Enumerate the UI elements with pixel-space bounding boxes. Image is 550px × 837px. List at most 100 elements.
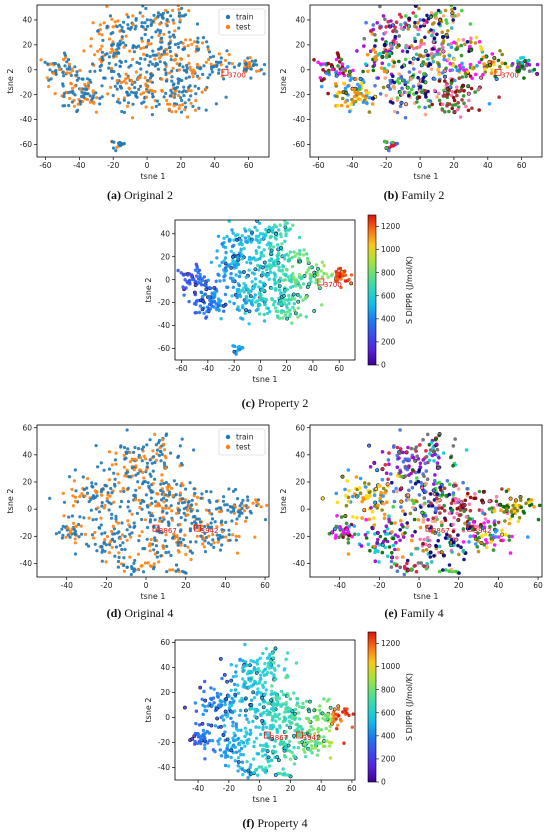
data-point [161, 438, 165, 442]
data-point [405, 467, 410, 472]
y-tick-label: -60 [158, 344, 170, 353]
data-point [198, 281, 203, 285]
data-point [215, 533, 219, 537]
data-point [211, 54, 215, 59]
data-point [225, 743, 230, 748]
data-point [160, 473, 164, 477]
data-point [491, 548, 496, 552]
data-point [219, 56, 223, 60]
data-point [284, 675, 288, 680]
data-point [262, 248, 266, 252]
data-point [272, 661, 276, 665]
data-point [382, 529, 387, 534]
data-point [447, 53, 452, 58]
data-point [219, 724, 223, 729]
data-point [316, 717, 320, 722]
data-point [136, 552, 140, 556]
data-point [368, 29, 373, 33]
data-point [433, 478, 437, 483]
data-point [112, 527, 116, 531]
data-point [453, 78, 457, 83]
data-point [423, 88, 427, 93]
data-point [83, 494, 87, 498]
data-point [127, 93, 131, 97]
data-point [194, 502, 198, 506]
data-point [382, 69, 387, 74]
data-point [101, 548, 105, 552]
data-point [373, 84, 377, 88]
data-point [140, 507, 144, 511]
data-point [265, 749, 270, 754]
x-tick-label: -20 [100, 581, 112, 590]
data-point [392, 86, 397, 90]
data-point [149, 488, 153, 493]
data-point [461, 480, 465, 485]
data-point [306, 259, 310, 263]
data-point [234, 750, 239, 754]
data-point [253, 710, 258, 714]
x-tick-label: 40 [210, 161, 220, 170]
data-point [502, 510, 506, 514]
data-point [481, 72, 485, 77]
data-point [373, 500, 378, 505]
data-point [83, 532, 87, 537]
data-point [406, 445, 410, 450]
data-point [119, 60, 123, 64]
data-point [223, 730, 227, 734]
data-point [146, 24, 150, 28]
data-point [264, 268, 269, 272]
data-point [272, 260, 276, 265]
data-point [142, 454, 146, 458]
data-point [164, 550, 168, 555]
data-point [340, 62, 345, 66]
data-point [432, 88, 437, 93]
data-point [250, 59, 254, 63]
data-point [93, 495, 97, 499]
data-point [219, 60, 223, 64]
data-point [202, 737, 207, 742]
data-point [122, 556, 126, 560]
data-point [437, 456, 441, 460]
data-point [335, 500, 340, 505]
data-point [178, 491, 182, 495]
data-point [165, 498, 169, 502]
data-point [231, 736, 235, 740]
data-point [451, 464, 455, 468]
data-point [227, 220, 231, 223]
data-point [285, 287, 289, 292]
data-point [259, 250, 264, 255]
axes-frame [309, 4, 543, 158]
data-point [428, 555, 433, 559]
data-point [394, 540, 398, 545]
data-point [467, 98, 471, 103]
data-point [104, 543, 108, 547]
data-point [407, 93, 411, 98]
data-point [237, 749, 242, 753]
data-point [429, 501, 433, 506]
data-point [65, 71, 69, 75]
data-point [164, 466, 168, 470]
data-point [190, 503, 194, 507]
data-point [100, 55, 104, 59]
data-point [391, 489, 396, 494]
data-point [186, 508, 190, 512]
data-point [253, 668, 258, 672]
data-point [203, 531, 207, 535]
data-point [367, 91, 371, 95]
data-point [243, 311, 247, 315]
data-point [504, 506, 509, 511]
data-point [437, 431, 442, 437]
legend-label: test [236, 23, 250, 32]
data-point [461, 94, 466, 98]
data-point [159, 554, 163, 558]
data-point [181, 272, 185, 276]
data-point [215, 691, 220, 696]
data-point [77, 535, 81, 539]
data-point [204, 316, 208, 320]
data-point [473, 72, 478, 77]
data-point [168, 35, 172, 39]
data-point [234, 722, 238, 726]
data-point [384, 53, 389, 58]
data-point [218, 264, 222, 268]
data-point [121, 41, 125, 45]
